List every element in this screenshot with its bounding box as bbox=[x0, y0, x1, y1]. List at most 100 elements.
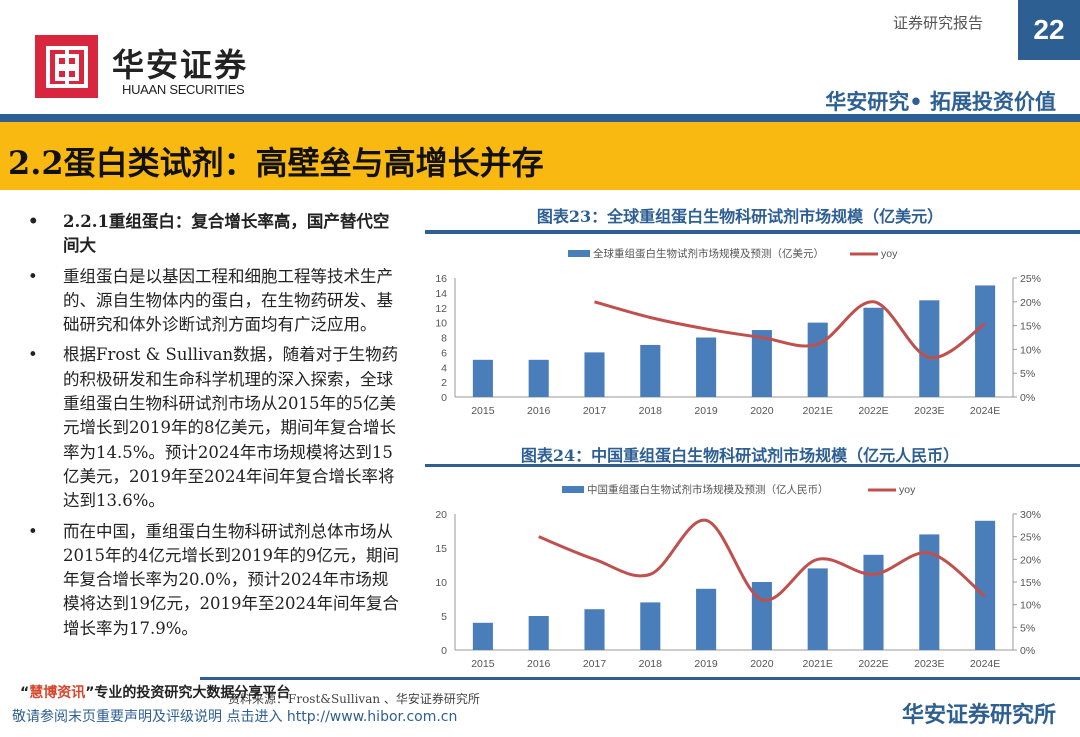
bullet-dot: • bbox=[28, 212, 39, 231]
page-number: 22 bbox=[1018, 0, 1080, 60]
logo-text-en: HUAAN SECURITIES bbox=[122, 82, 245, 97]
watermark-link[interactable]: 敬请参阅末页重要声明及评级说明 点击进入 http://www.hibor.co… bbox=[12, 709, 458, 725]
bullet-text: 2.2.1重组蛋白：复合增长率高，国产替代空间大 bbox=[63, 212, 390, 256]
footer-divider bbox=[200, 677, 1080, 680]
y-tick-right: 20% bbox=[1020, 297, 1041, 309]
y-tick-left: 0 bbox=[441, 392, 447, 404]
y-tick-left: 4 bbox=[441, 362, 447, 374]
legend-bar-swatch bbox=[568, 250, 590, 257]
x-tick-label: 2015 bbox=[471, 405, 495, 417]
legend-bar-label: 全球重组蛋白生物试剂市场规模及预测（亿美元） bbox=[593, 247, 824, 260]
bullet-item: • 2.2.1重组蛋白：复合增长率高，国产替代空间大 bbox=[28, 210, 403, 259]
y-tick-left: 16 bbox=[435, 273, 447, 285]
y-tick-right: 5% bbox=[1020, 368, 1035, 380]
bullet-item: • 根据Frost & Sullivan数据，随着对于生物药的积极研发和生命科学机… bbox=[28, 343, 403, 513]
x-tick-label: 2018 bbox=[639, 405, 663, 417]
y-tick-left: 10 bbox=[435, 318, 447, 330]
tagline: 华安研究• 拓展投资价值 bbox=[825, 90, 1056, 114]
bullet-text: 根据Frost & Sullivan数据，随着对于生物药的积极研发和生命科学机理… bbox=[63, 345, 399, 511]
bar bbox=[919, 300, 940, 397]
bar bbox=[584, 609, 605, 650]
bullet-text: 而在中国，重组蛋白生物科研试剂总体市场从2015年的4亿元增长到2019年的9亿… bbox=[63, 521, 399, 638]
y-tick-left: 10 bbox=[435, 577, 447, 589]
legend-bar-label: 中国重组蛋白生物试剂市场规模及预测（亿人民币） bbox=[587, 483, 829, 496]
y-tick-right: 25% bbox=[1020, 273, 1041, 285]
watermark: “慧博资讯”专业的投资研究大数据分享平台 bbox=[20, 682, 290, 702]
bar bbox=[919, 534, 940, 650]
x-tick-label: 2021E bbox=[803, 405, 833, 417]
x-tick-label: 2023E bbox=[914, 658, 944, 670]
x-tick-label: 2015 bbox=[471, 658, 495, 670]
y-tick-right: 15% bbox=[1020, 577, 1041, 589]
chart-title-underline bbox=[425, 230, 1080, 234]
y-tick-left: 15 bbox=[435, 543, 447, 555]
bar bbox=[584, 352, 605, 397]
chart-global: 全球重组蛋白生物试剂市场规模及预测（亿美元） yoy 0 2 4 6 8 10 12 14 16 0%… bbox=[435, 247, 1041, 417]
x-tick-label: 2024E bbox=[970, 405, 1000, 417]
y-tick-right: 5% bbox=[1020, 622, 1035, 634]
yoy-line bbox=[538, 518, 987, 602]
x-tick-label: 2017 bbox=[583, 405, 607, 417]
y-tick-left: 0 bbox=[441, 645, 447, 657]
x-tick-label: 2018 bbox=[639, 658, 663, 670]
bar bbox=[472, 622, 493, 650]
y-tick-right: 15% bbox=[1020, 321, 1041, 333]
bullet-item: • 重组蛋白是以基因工程和细胞工程等技术生产的、源自生物体内的蛋白，在生物药研发、… bbox=[28, 265, 403, 338]
bar bbox=[696, 337, 717, 397]
bar bbox=[472, 359, 493, 397]
x-tick-label: 2020 bbox=[750, 405, 774, 417]
y-tick-left: 2 bbox=[441, 377, 447, 389]
bullet-list: • 2.2.1重组蛋白：复合增长率高，国产替代空间大 • 重组蛋白是以基因工程和细胞… bbox=[28, 210, 403, 647]
y-tick-left: 8 bbox=[441, 333, 447, 345]
yoy-line bbox=[594, 300, 986, 360]
bullet-dot: • bbox=[28, 345, 38, 365]
bar bbox=[528, 616, 549, 650]
bar bbox=[807, 568, 828, 650]
x-tick-label: 2020 bbox=[750, 658, 774, 670]
x-tick-label: 2022E bbox=[858, 405, 888, 417]
y-tick-left: 5 bbox=[441, 611, 447, 623]
x-tick-label: 2017 bbox=[583, 658, 607, 670]
x-tick-label: 2016 bbox=[527, 658, 551, 670]
watermark-text: ”专业的投资研究大数据分享平台 bbox=[85, 685, 291, 701]
bullet-dot: • bbox=[28, 266, 38, 286]
y-tick-left: 20 bbox=[435, 509, 447, 521]
x-tick-label: 2022E bbox=[858, 658, 888, 670]
y-tick-right: 10% bbox=[1020, 600, 1041, 612]
y-tick-right: 20% bbox=[1020, 554, 1041, 566]
y-tick-left: 14 bbox=[435, 288, 447, 300]
y-tick-right: 0% bbox=[1020, 392, 1035, 404]
x-tick-label: 2019 bbox=[694, 658, 718, 670]
bar bbox=[640, 602, 661, 650]
watermark-quote: “ bbox=[20, 685, 30, 701]
x-tick-label: 2016 bbox=[527, 405, 551, 417]
x-tick-label: 2023E bbox=[914, 405, 944, 417]
x-tick-label: 2019 bbox=[694, 405, 718, 417]
legend-line-label: yoy bbox=[881, 248, 898, 260]
report-type: 证券研究报告 bbox=[893, 14, 984, 32]
bar bbox=[640, 344, 661, 397]
section-title: 2.2蛋白类试剂：高壁垒与高增长并存 bbox=[8, 144, 544, 182]
chart-title-23: 图表23：全球重组蛋白生物科研试剂市场规模（亿美元） bbox=[536, 207, 944, 226]
x-tick-label: 2024E bbox=[970, 658, 1000, 670]
chart-china: 中国重组蛋白生物试剂市场规模及预测（亿人民币） yoy 0 5 10 15 20 0% 5% 10… bbox=[435, 483, 1041, 670]
y-tick-right: 10% bbox=[1020, 344, 1041, 356]
bar bbox=[975, 520, 996, 650]
bar bbox=[863, 554, 884, 650]
bar bbox=[751, 330, 772, 397]
y-tick-right: 30% bbox=[1020, 509, 1041, 521]
bullet-item: • 而在中国，重组蛋白生物科研试剂总体市场从2015年的4亿元增长到2019年的9… bbox=[28, 520, 403, 641]
chart-title-underline bbox=[425, 464, 1080, 467]
bar bbox=[751, 582, 772, 650]
bar bbox=[863, 307, 884, 397]
y-tick-right: 0% bbox=[1020, 645, 1035, 657]
source-note: 资料来源：Frost&Sullivan 、华安证券研究所 bbox=[228, 692, 480, 706]
bullet-text: 重组蛋白是以基因工程和细胞工程等技术生产的、源自生物体内的蛋白，在生物药研发、基… bbox=[63, 266, 393, 335]
bar bbox=[528, 359, 549, 397]
legend-bar-swatch bbox=[562, 486, 584, 493]
footer-org: 华安证券研究所 bbox=[901, 703, 1056, 728]
header-divider bbox=[0, 114, 1080, 122]
y-tick-left: 12 bbox=[435, 303, 447, 315]
bar bbox=[975, 285, 996, 397]
y-tick-right: 25% bbox=[1020, 532, 1041, 544]
